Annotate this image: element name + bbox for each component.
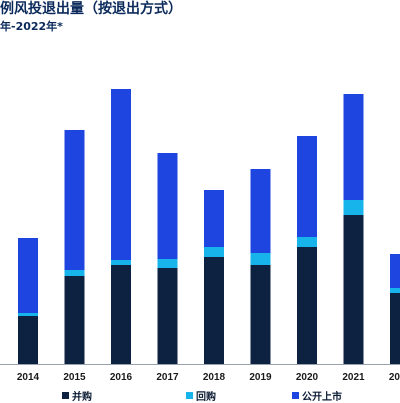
bar-buyback-2017: [157, 259, 178, 268]
bar-mergers-2022: [390, 293, 400, 364]
x-tick-label-2019: 2019: [249, 372, 272, 383]
bar-ipo-2019: [250, 169, 271, 253]
bar-buyback-2022: [390, 288, 400, 293]
x-tick-label-2016: 2016: [110, 372, 133, 383]
bar-ipo-2018: [204, 190, 224, 247]
legend-swatch-ipo: [292, 392, 299, 399]
legend-swatch-buyback: [186, 392, 193, 399]
x-tick-label-2017: 2017: [156, 372, 179, 383]
bar-buyback-2020: [297, 237, 317, 247]
legend-label-mergers: 并购: [72, 392, 92, 403]
x-tick-label-2020: 2020: [296, 372, 319, 383]
bar-buyback-2016: [111, 260, 131, 265]
bar-ipo-2016: [111, 89, 131, 260]
bar-buyback-2015: [64, 270, 85, 276]
bar-buyback-2019: [250, 253, 271, 265]
legend-swatch-mergers: [62, 392, 69, 399]
bar-mergers-2016: [111, 265, 131, 364]
bar-mergers-2021: [343, 215, 364, 364]
legend-item-ipo: 公开上市: [292, 388, 342, 403]
x-tick-label-2018: 2018: [203, 372, 226, 383]
chart-subtitle: 年-2022年*: [0, 20, 63, 33]
bar-ipo-2015: [64, 130, 85, 270]
bar-ipo-2021: [343, 94, 364, 200]
bar-ipo-2014: [18, 238, 38, 313]
bar-buyback-2021: [343, 200, 364, 215]
chart-legend: 并购 回购 公开上市: [0, 388, 400, 403]
bar-mergers-2019: [250, 265, 271, 364]
bar-ipo-2017: [157, 153, 178, 259]
bar-buyback-2018: [204, 247, 224, 257]
bar-mergers-2015: [64, 276, 85, 364]
x-tick-label-2021: 2021: [342, 372, 365, 383]
bar-buyback-2014: [18, 313, 38, 316]
legend-label-buyback: 回购: [196, 392, 216, 403]
bar-mergers-2018: [204, 257, 224, 364]
x-tick-label-2015: 2015: [63, 372, 86, 383]
x-tick-label-2022: 2022: [389, 372, 400, 383]
legend-item-mergers: 并购: [62, 388, 92, 403]
bar-ipo-2020: [297, 136, 317, 237]
bar-mergers-2017: [157, 268, 178, 364]
bar-mergers-2020: [297, 247, 317, 364]
bar-ipo-2022: [390, 254, 400, 288]
legend-item-buyback: 回购: [186, 388, 216, 403]
chart-title: 例风投退出量（按退出方式）: [0, 1, 182, 17]
legend-label-ipo: 公开上市: [302, 392, 342, 403]
bar-mergers-2014: [18, 316, 38, 364]
x-tick-label-2014: 2014: [17, 372, 40, 383]
